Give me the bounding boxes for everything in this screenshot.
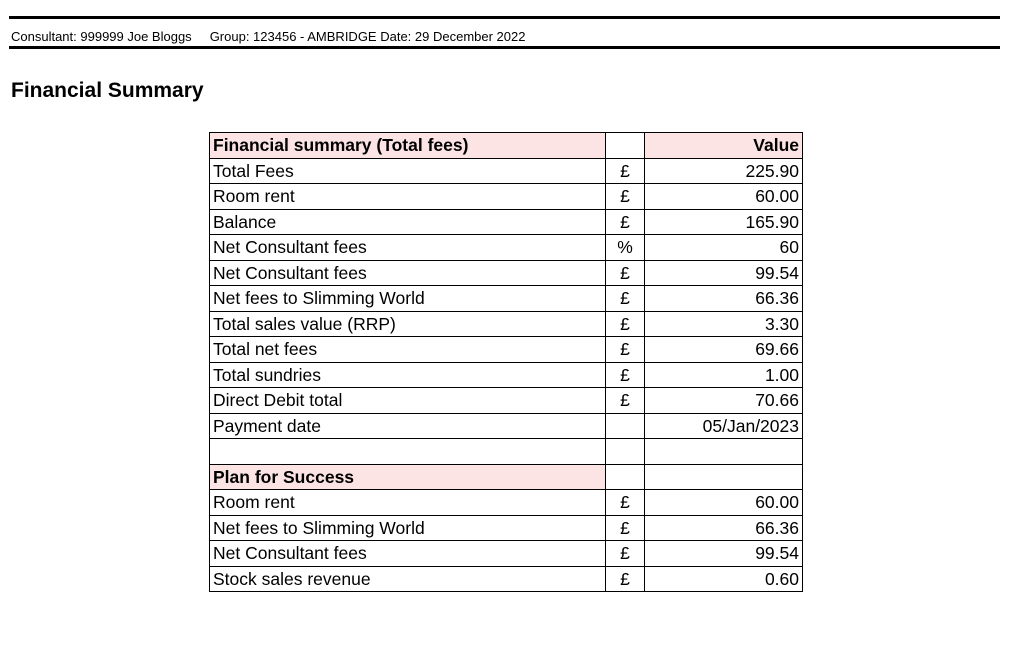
table-row: Net fees to Slimming World £ 66.36 [209, 514, 803, 541]
empty-cell [605, 438, 645, 465]
page-title: Financial Summary [11, 79, 204, 102]
table-row: Direct Debit total £ 70.66 [209, 387, 803, 414]
row-unit: £ [605, 310, 645, 337]
table-row: Balance £ 165.90 [209, 208, 803, 235]
table-row: Net Consultant fees £ 99.54 [209, 540, 803, 567]
row-label: Net fees to Slimming World [209, 285, 606, 312]
table-row: Total sundries £ 1.00 [209, 361, 803, 388]
row-value: 60.00 [644, 183, 803, 210]
table-row: Net Consultant fees £ 99.54 [209, 259, 803, 286]
table-row: Total Fees £ 225.90 [209, 157, 803, 184]
row-value: 3.30 [644, 310, 803, 337]
row-value: 99.54 [644, 259, 803, 286]
row-unit: £ [605, 285, 645, 312]
empty-cell [209, 438, 606, 465]
row-value: 66.36 [644, 514, 803, 541]
row-value: 69.66 [644, 336, 803, 363]
row-label: Stock sales revenue [209, 565, 606, 592]
header-top-rule [9, 16, 1000, 19]
section-title-plan-for-success: Plan for Success [209, 463, 606, 490]
row-value: 165.90 [644, 208, 803, 235]
table-row: Net fees to Slimming World £ 66.36 [209, 285, 803, 312]
empty-spacer-row [209, 438, 803, 465]
row-value: 225.90 [644, 157, 803, 184]
header-bottom-rule [9, 46, 1000, 49]
row-value: 0.60 [644, 565, 803, 592]
section-header-row: Plan for Success [209, 463, 803, 490]
row-label: Balance [209, 208, 606, 235]
table-row: Room rent £ 60.00 [209, 183, 803, 210]
empty-cell [605, 463, 645, 490]
row-unit: £ [605, 489, 645, 516]
row-value: 60.00 [644, 489, 803, 516]
table-row: Total sales value (RRP) £ 3.30 [209, 310, 803, 337]
row-value: 05/Jan/2023 [644, 412, 803, 439]
row-unit: % [605, 234, 645, 261]
row-label: Total net fees [209, 336, 606, 363]
row-unit: £ [605, 565, 645, 592]
row-label: Total sundries [209, 361, 606, 388]
row-value: 1.00 [644, 361, 803, 388]
row-unit: £ [605, 361, 645, 388]
row-label: Total sales value (RRP) [209, 310, 606, 337]
row-label: Net Consultant fees [209, 259, 606, 286]
row-value: 70.66 [644, 387, 803, 414]
table-row: Room rent £ 60.00 [209, 489, 803, 516]
row-unit: £ [605, 259, 645, 286]
row-value: 60 [644, 234, 803, 261]
unit-header-cell [605, 132, 645, 159]
financial-summary-table: Financial summary (Total fees) Value Tot… [209, 132, 803, 592]
row-unit: £ [605, 183, 645, 210]
row-unit: £ [605, 336, 645, 363]
row-label: Room rent [209, 489, 606, 516]
row-label: Net Consultant fees [209, 234, 606, 261]
table-row: Net Consultant fees % 60 [209, 234, 803, 261]
empty-cell [644, 463, 803, 490]
row-label: Net Consultant fees [209, 540, 606, 567]
table-row: Total net fees £ 69.66 [209, 336, 803, 363]
section-title-financial-summary: Financial summary (Total fees) [209, 132, 606, 159]
row-unit: £ [605, 157, 645, 184]
row-label: Total Fees [209, 157, 606, 184]
row-unit: £ [605, 387, 645, 414]
row-label: Payment date [209, 412, 606, 439]
empty-cell [644, 438, 803, 465]
row-value: 99.54 [644, 540, 803, 567]
value-column-header: Value [644, 132, 803, 159]
row-unit: £ [605, 514, 645, 541]
row-label: Room rent [209, 183, 606, 210]
row-value: 66.36 [644, 285, 803, 312]
row-label: Direct Debit total [209, 387, 606, 414]
group-date-info: Group: 123456 - AMBRIDGE Date: 29 Decemb… [209, 29, 526, 44]
row-unit [605, 412, 645, 439]
table-row: Stock sales revenue £ 0.60 [209, 565, 803, 592]
consultant-info: Consultant: 999999 Joe Bloggs [11, 29, 192, 44]
row-unit: £ [605, 540, 645, 567]
row-label: Net fees to Slimming World [209, 514, 606, 541]
row-unit: £ [605, 208, 645, 235]
table-row: Payment date 05/Jan/2023 [209, 412, 803, 439]
section-header-row: Financial summary (Total fees) Value [209, 132, 803, 159]
report-header: Consultant: 999999 Joe Bloggs Group: 1234… [11, 29, 525, 45]
